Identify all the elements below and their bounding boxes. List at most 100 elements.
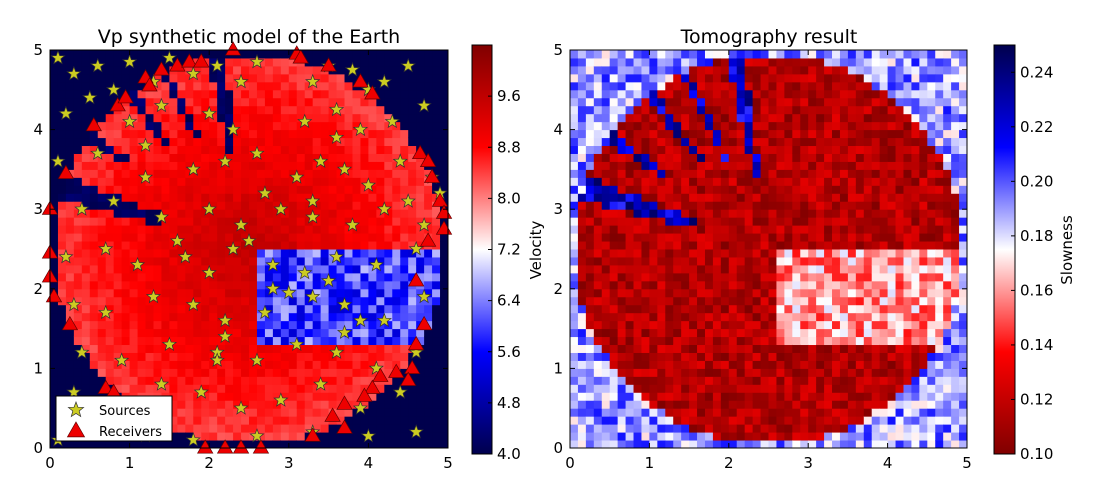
heatmap-cell <box>344 280 353 290</box>
heatmap-cell <box>440 81 448 91</box>
heatmap-cell <box>839 400 849 409</box>
heatmap-cell <box>879 296 889 306</box>
heatmap-cell <box>887 440 897 448</box>
heatmap-cell <box>304 161 314 170</box>
heatmap-cell <box>752 392 762 401</box>
heatmap-cell <box>153 185 162 194</box>
heatmap-cell <box>752 241 762 250</box>
heatmap-cell <box>689 424 698 433</box>
heatmap-cell <box>169 129 178 139</box>
heatmap-cell <box>570 129 579 139</box>
heatmap-cell <box>641 81 650 91</box>
heatmap-cell <box>633 97 642 107</box>
heatmap-cell <box>137 225 147 234</box>
heatmap-cell <box>185 384 194 393</box>
heatmap-cell <box>400 249 409 258</box>
heatmap-cell <box>712 249 722 258</box>
heatmap-cell <box>720 440 730 448</box>
heatmap-cell <box>903 169 912 178</box>
heatmap-cell <box>185 225 194 234</box>
heatmap-cell <box>760 384 769 393</box>
heatmap-cell <box>169 368 178 377</box>
heatmap-cell <box>105 344 115 353</box>
heatmap-cell <box>280 233 290 242</box>
heatmap-cell <box>57 50 67 59</box>
heatmap-cell <box>839 360 849 369</box>
heatmap-cell <box>352 432 361 441</box>
heatmap-cell <box>408 217 417 226</box>
heatmap-cell <box>697 193 706 202</box>
heatmap-cell <box>209 400 218 409</box>
heatmap-cell <box>400 320 409 330</box>
source-star <box>305 288 321 304</box>
heatmap-cell <box>824 81 833 91</box>
heatmap-cell <box>625 264 635 274</box>
heatmap-cell <box>609 113 619 123</box>
heatmap-cell <box>137 65 147 75</box>
heatmap-cell <box>57 233 67 242</box>
heatmap-cell <box>400 73 409 83</box>
heatmap-cell <box>577 360 587 369</box>
heatmap-cell <box>601 344 611 353</box>
heatmap-cell <box>296 432 306 441</box>
heatmap-cell <box>577 233 587 242</box>
heatmap-cell <box>697 249 706 258</box>
heatmap-cell <box>416 249 425 258</box>
heatmap-cell <box>336 105 346 115</box>
heatmap-cell <box>440 169 448 178</box>
heatmap-cell <box>81 256 91 266</box>
heatmap-cell <box>649 256 658 266</box>
heatmap-cell <box>312 121 322 131</box>
heatmap-cell <box>673 81 682 91</box>
heatmap-cell <box>344 209 353 218</box>
heatmap-cell <box>784 352 793 361</box>
heatmap-cell <box>760 312 769 322</box>
heatmap-cell <box>720 209 730 218</box>
heatmap-cell <box>304 137 314 147</box>
heatmap-cell <box>217 256 226 266</box>
heatmap-cell <box>392 296 401 306</box>
heatmap-cell <box>816 376 825 385</box>
heatmap-cell <box>113 50 123 59</box>
heatmap-cell <box>368 233 377 242</box>
heatmap-cell <box>400 137 409 147</box>
heatmap-cell <box>855 272 865 282</box>
heatmap-cell <box>887 400 897 409</box>
heatmap-cell <box>233 344 242 353</box>
heatmap-cell <box>217 89 226 99</box>
heatmap-cell <box>336 416 346 425</box>
heatmap-cell <box>368 169 377 178</box>
heatmap-cell <box>360 201 369 210</box>
heatmap-cell <box>432 280 441 290</box>
heatmap-cell <box>673 400 682 409</box>
heatmap-cell <box>416 408 425 417</box>
heatmap-cell <box>673 209 682 218</box>
heatmap-cell <box>689 209 698 218</box>
heatmap-cell <box>217 209 226 218</box>
heatmap-cell <box>625 288 635 298</box>
heatmap-cell <box>641 432 650 441</box>
heatmap-cell <box>570 416 579 425</box>
heatmap-cell <box>617 153 627 162</box>
heatmap-cell <box>665 360 674 369</box>
heatmap-cell <box>256 320 266 330</box>
heatmap-cell <box>360 193 369 202</box>
heatmap-cell <box>328 81 338 91</box>
heatmap-cell <box>760 161 769 170</box>
heatmap-cell <box>665 65 674 75</box>
source-star <box>257 304 273 320</box>
heatmap-cell <box>272 145 282 154</box>
heatmap-cell <box>312 217 322 226</box>
heatmap-cell <box>720 256 730 266</box>
source-star <box>217 153 233 168</box>
heatmap-cell <box>585 256 595 266</box>
heatmap-cell <box>570 440 579 448</box>
heatmap-cell <box>97 129 107 139</box>
heatmap-cell <box>792 137 801 147</box>
heatmap-cell <box>585 352 595 361</box>
source-star <box>177 248 193 264</box>
heatmap-cell <box>665 400 674 409</box>
heatmap-cell <box>424 225 433 234</box>
heatmap-cell <box>193 185 202 194</box>
heatmap-cell <box>344 296 353 306</box>
